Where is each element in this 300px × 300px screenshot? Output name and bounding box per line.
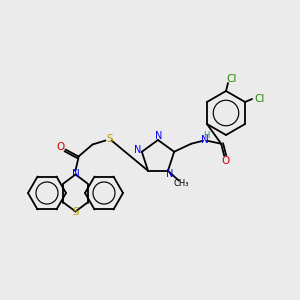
Text: CH₃: CH₃	[173, 179, 189, 188]
Text: H: H	[203, 131, 209, 140]
Text: N: N	[155, 131, 163, 141]
Text: O: O	[221, 156, 229, 166]
Text: N: N	[72, 169, 80, 179]
Text: Cl: Cl	[227, 74, 237, 84]
Text: S: S	[106, 134, 113, 144]
Text: N: N	[166, 169, 174, 179]
Text: Cl: Cl	[255, 94, 265, 104]
Text: N: N	[134, 145, 142, 155]
Text: O: O	[56, 142, 64, 152]
Text: S: S	[72, 207, 79, 217]
Text: N: N	[201, 135, 209, 145]
